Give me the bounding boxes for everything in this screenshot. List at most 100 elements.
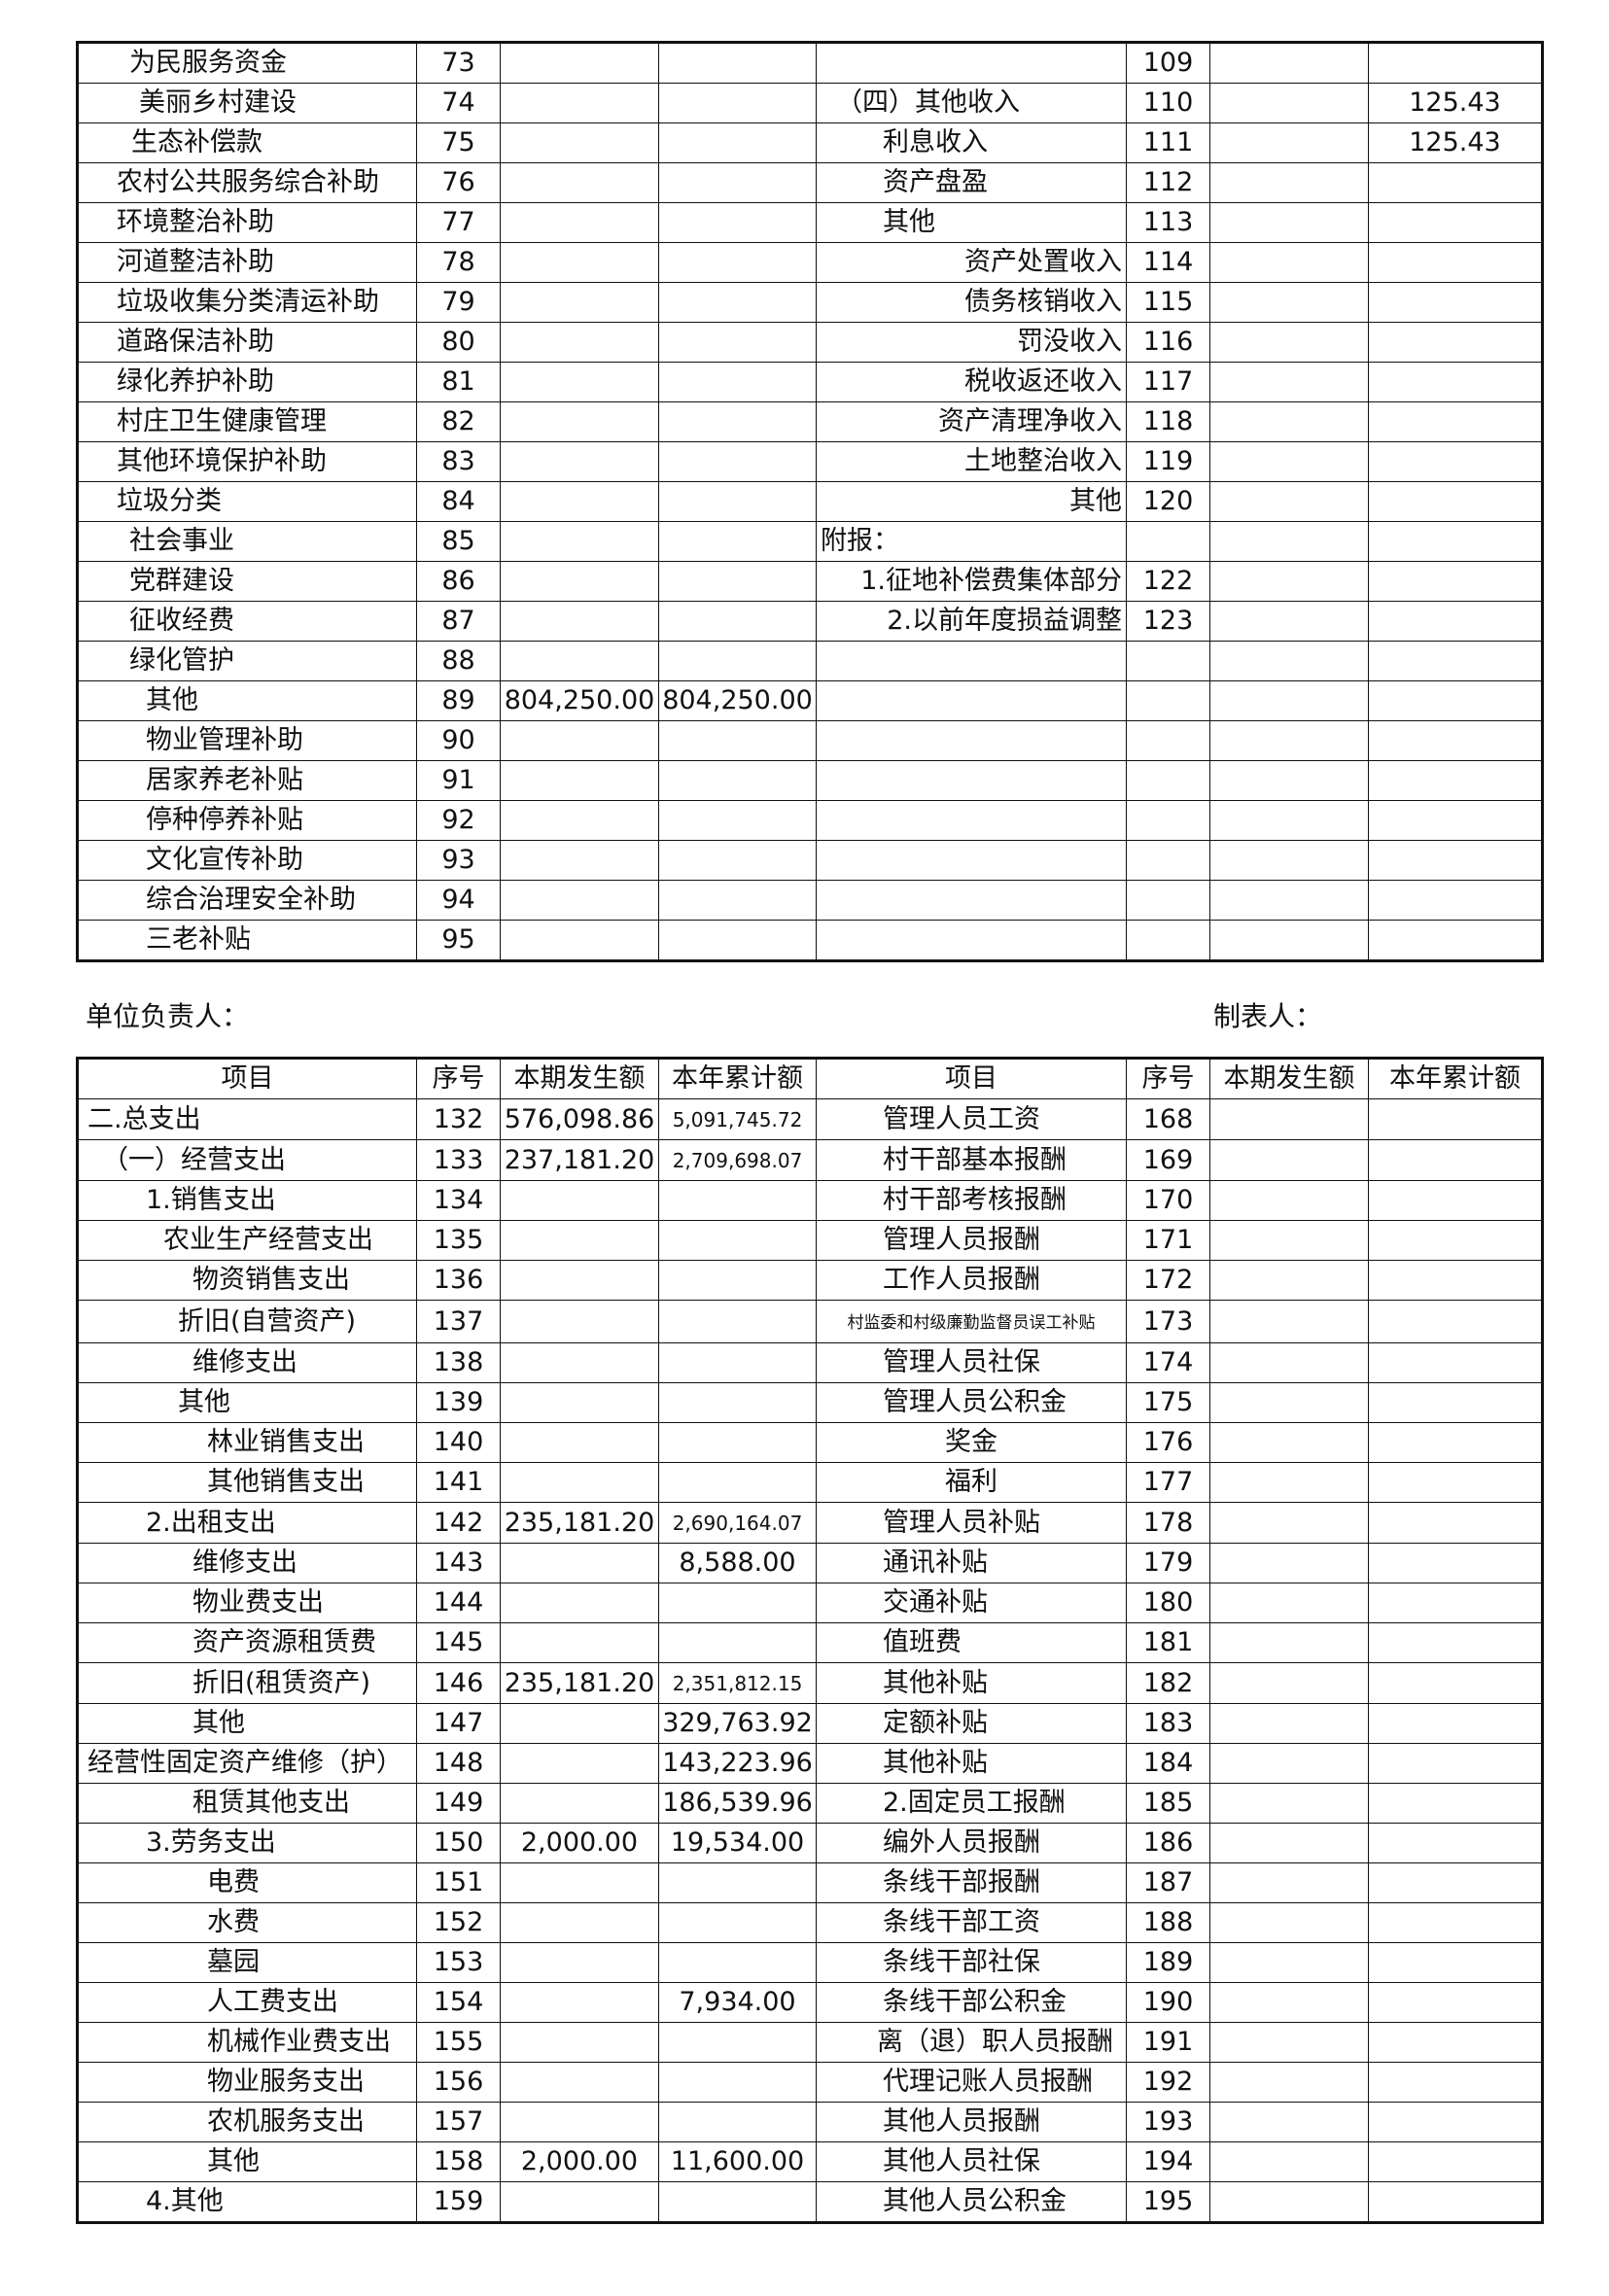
row: 其他 147 329,763.92 定额补贴 183: [77, 1703, 1543, 1744]
row: 物业管理补助 90: [77, 720, 1543, 761]
cell: 143,223.96: [658, 1743, 817, 1784]
row-number: 173: [1142, 1305, 1194, 1337]
cell: 村干部考核报酬: [816, 1180, 1127, 1221]
cell: 95: [416, 920, 501, 961]
cell: [1368, 1543, 1543, 1583]
cell: （四）其他收入: [816, 83, 1127, 123]
cell: [658, 1260, 817, 1301]
cell: 电费: [77, 1862, 417, 1903]
row-number: 184: [1142, 1748, 1194, 1778]
cell: 193: [1126, 2102, 1210, 2142]
item-label: 离（退）职人员报酬: [877, 2027, 1113, 2057]
cell: [1368, 680, 1543, 721]
amount: 2,000.00: [520, 1827, 639, 1858]
row: 经营性固定资产维修（护） 148 143,223.96 其他补贴 184: [77, 1743, 1543, 1784]
cell: [658, 202, 817, 243]
cell: 墓园: [77, 1942, 417, 1983]
cell: 税收返还收入: [816, 362, 1127, 402]
cell: [1368, 1139, 1543, 1181]
cell: [500, 401, 659, 442]
cell: [1209, 840, 1369, 881]
cell: [500, 641, 659, 681]
item-label: 定额补贴: [883, 1708, 988, 1738]
cell: [816, 720, 1127, 761]
cell: [1209, 680, 1369, 721]
cell: [658, 42, 817, 84]
row-number: 85: [441, 526, 475, 556]
cell: 19,534.00: [658, 1823, 817, 1863]
cell: [500, 1300, 659, 1343]
column-header: 本期发生额: [513, 1063, 646, 1094]
row: （一）经营支出 133 237,181.20 2,709,698.07 村干部基本报酬 1…: [77, 1139, 1543, 1181]
row-number: 79: [441, 287, 475, 317]
cell: 物业管理补助: [77, 720, 417, 761]
cell: 235,181.20: [500, 1502, 659, 1544]
cell: [1368, 1743, 1543, 1784]
cell: 其他人员社保: [816, 2141, 1127, 2182]
cell: 交通补贴: [816, 1583, 1127, 1623]
cell: [1209, 1902, 1369, 1943]
row-number: 145: [433, 1627, 484, 1657]
cell: [658, 1382, 817, 1423]
cell: [816, 920, 1127, 961]
item-label: 绿化管护: [129, 645, 234, 676]
item-label: 经营性固定资产维修（护）: [87, 1748, 402, 1778]
cell: [1126, 720, 1210, 761]
row-number: 190: [1142, 1987, 1194, 2017]
cell: [816, 800, 1127, 841]
cell: [1126, 760, 1210, 801]
row: 墓园 153 条线干部社保 189: [77, 1942, 1543, 1983]
item-label: 其他环境保护补助: [117, 446, 327, 476]
row-number: 132: [433, 1103, 484, 1134]
row-number: 155: [433, 2027, 484, 2057]
cell: 代理记账人员报酬: [816, 2062, 1127, 2103]
cell: [500, 880, 659, 921]
cell: [1368, 1422, 1543, 1463]
cell: [1126, 880, 1210, 921]
row: 3.劳务支出 150 2,000.00 19,534.00 编外人员报酬 186: [77, 1823, 1543, 1863]
cell: [500, 2102, 659, 2142]
cell: [1209, 1422, 1369, 1463]
cell: 186,539.96: [658, 1783, 817, 1824]
row-number: 91: [441, 765, 475, 795]
item-label: （一）经营支出: [102, 1144, 286, 1175]
cell: [1368, 760, 1543, 801]
expense-table: 项目 序号 本期发生额 本年累计额 项目 序号 本期发生额 本年累计额 二.总支出 132 576,…: [76, 1057, 1544, 2224]
cell: [500, 122, 659, 163]
row-number: 170: [1142, 1185, 1194, 1215]
cell: [658, 2022, 817, 2063]
cell: 项目: [77, 1058, 417, 1099]
cell: [500, 1342, 659, 1383]
cell: 132: [416, 1098, 501, 1140]
cell: 林业销售支出: [77, 1422, 417, 1463]
row-number: 134: [433, 1185, 484, 1215]
row-number: 81: [441, 366, 475, 397]
cell: [500, 840, 659, 881]
row-number: 180: [1142, 1587, 1194, 1618]
row-number: 154: [433, 1987, 484, 2017]
cell: 其他: [77, 1703, 417, 1744]
cell: 2.固定员工报酬: [816, 1783, 1127, 1824]
row-number: 152: [433, 1907, 484, 1937]
cell: [1209, 1139, 1369, 1181]
cell: [658, 1300, 817, 1343]
cell: [500, 521, 659, 562]
cell: 187: [1126, 1862, 1210, 1903]
cell: [1209, 1462, 1369, 1503]
cell: [658, 1942, 817, 1983]
cell: [1368, 1220, 1543, 1261]
cell: 资产资源租赁费: [77, 1622, 417, 1663]
cell: [1126, 840, 1210, 881]
cell: 804,250.00: [500, 680, 659, 721]
row: 居家养老补贴 91: [77, 760, 1543, 801]
amount: 143,223.96: [662, 1748, 813, 1778]
cell: [500, 1422, 659, 1463]
item-label: 罚没收入: [1017, 327, 1122, 357]
cell: [500, 1862, 659, 1903]
cell: 91: [416, 760, 501, 801]
cell: 管理人员社保: [816, 1342, 1127, 1383]
item-label: 管理人员工资: [883, 1103, 1040, 1134]
item-label: 2.固定员工报酬: [883, 1788, 1066, 1818]
cell: [658, 322, 817, 363]
row: 其他环境保护补助 83 土地整治收入 119: [77, 441, 1543, 482]
